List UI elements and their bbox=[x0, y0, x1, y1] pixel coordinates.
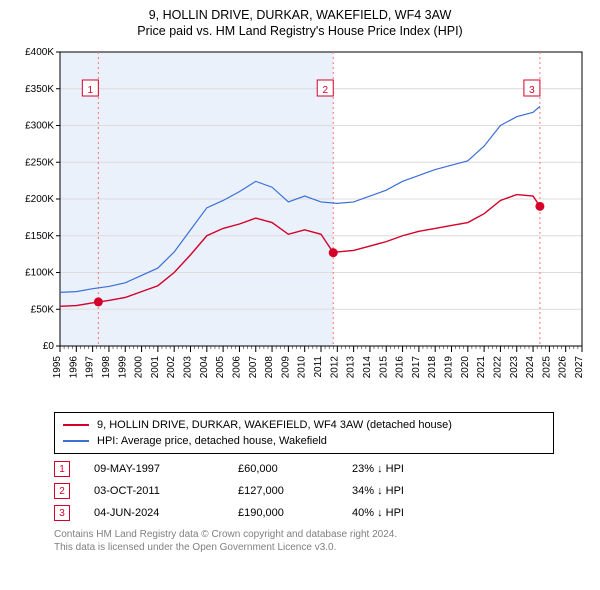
svg-text:1995: 1995 bbox=[52, 356, 63, 379]
svg-text:2005: 2005 bbox=[215, 356, 226, 379]
legend-swatch bbox=[63, 424, 89, 426]
svg-text:2015: 2015 bbox=[378, 356, 389, 379]
svg-text:2017: 2017 bbox=[411, 356, 422, 379]
sales-table: 1 09-MAY-1997 £60,000 23% ↓ HPI 2 03-OCT… bbox=[54, 458, 554, 524]
sale-price: £127,000 bbox=[238, 485, 328, 497]
svg-text:2014: 2014 bbox=[362, 356, 373, 379]
svg-text:2011: 2011 bbox=[313, 356, 324, 378]
svg-text:2026: 2026 bbox=[558, 356, 569, 379]
svg-text:£50K: £50K bbox=[31, 304, 55, 315]
svg-text:£0: £0 bbox=[43, 341, 55, 352]
price-chart: £0 £50K £100K £150K £200K £250K £300K £350K £400… bbox=[10, 46, 590, 406]
sale-diff: 34% ↓ HPI bbox=[352, 485, 462, 497]
svg-text:1999: 1999 bbox=[117, 356, 128, 379]
svg-text:£100K: £100K bbox=[25, 268, 54, 279]
svg-text:2002: 2002 bbox=[166, 356, 177, 379]
svg-text:2001: 2001 bbox=[150, 356, 161, 379]
footnote-line: Contains HM Land Registry data © Crown c… bbox=[54, 528, 554, 541]
legend-label: 9, HOLLIN DRIVE, DURKAR, WAKEFIELD, WF4 … bbox=[97, 419, 452, 431]
sale-price: £190,000 bbox=[238, 507, 328, 519]
svg-text:2006: 2006 bbox=[231, 356, 242, 379]
svg-text:3: 3 bbox=[529, 85, 535, 96]
sale-diff: 23% ↓ HPI bbox=[352, 463, 462, 475]
sale-marker-icon: 2 bbox=[54, 483, 70, 499]
sale-date: 03-OCT-2011 bbox=[94, 485, 214, 497]
svg-text:£400K: £400K bbox=[25, 47, 54, 58]
chart-footnote: Contains HM Land Registry data © Crown c… bbox=[54, 528, 554, 554]
svg-text:£250K: £250K bbox=[25, 157, 54, 168]
svg-text:2009: 2009 bbox=[280, 356, 291, 379]
table-row: 3 04-JUN-2024 £190,000 40% ↓ HPI bbox=[54, 502, 554, 524]
sale-marker-icon: 1 bbox=[54, 461, 70, 477]
sale-marker-icon: 3 bbox=[54, 505, 70, 521]
sale-date: 04-JUN-2024 bbox=[94, 507, 214, 519]
svg-text:2004: 2004 bbox=[199, 356, 210, 379]
svg-text:2016: 2016 bbox=[395, 356, 406, 379]
svg-text:2: 2 bbox=[322, 85, 328, 96]
sale-date: 09-MAY-1997 bbox=[94, 463, 214, 475]
chart-title-address: 9, HOLLIN DRIVE, DURKAR, WAKEFIELD, WF4 … bbox=[10, 8, 590, 22]
svg-text:£350K: £350K bbox=[25, 84, 54, 95]
svg-text:2010: 2010 bbox=[297, 356, 308, 379]
sale-price: £60,000 bbox=[238, 463, 328, 475]
legend-label: HPI: Average price, detached house, Wake… bbox=[97, 435, 327, 447]
svg-text:1997: 1997 bbox=[85, 356, 96, 379]
svg-text:1996: 1996 bbox=[68, 356, 79, 379]
legend-item-property: 9, HOLLIN DRIVE, DURKAR, WAKEFIELD, WF4 … bbox=[63, 417, 545, 433]
svg-text:2003: 2003 bbox=[183, 356, 194, 379]
legend-swatch bbox=[63, 440, 89, 442]
svg-text:2022: 2022 bbox=[492, 356, 503, 379]
svg-text:2027: 2027 bbox=[574, 356, 585, 379]
sale-diff: 40% ↓ HPI bbox=[352, 507, 462, 519]
svg-text:2013: 2013 bbox=[346, 356, 357, 379]
svg-text:1998: 1998 bbox=[101, 356, 112, 379]
svg-text:2012: 2012 bbox=[329, 356, 340, 379]
svg-text:2025: 2025 bbox=[541, 356, 552, 379]
svg-text:2020: 2020 bbox=[460, 356, 471, 379]
svg-text:£200K: £200K bbox=[25, 194, 54, 205]
chart-title-subtitle: Price paid vs. HM Land Registry's House … bbox=[10, 24, 590, 38]
chart-legend: 9, HOLLIN DRIVE, DURKAR, WAKEFIELD, WF4 … bbox=[54, 412, 554, 454]
table-row: 1 09-MAY-1997 £60,000 23% ↓ HPI bbox=[54, 458, 554, 480]
footnote-line: This data is licensed under the Open Gov… bbox=[54, 541, 554, 554]
svg-text:2021: 2021 bbox=[476, 356, 487, 379]
svg-text:1: 1 bbox=[88, 85, 94, 96]
svg-text:2008: 2008 bbox=[264, 356, 275, 379]
table-row: 2 03-OCT-2011 £127,000 34% ↓ HPI bbox=[54, 480, 554, 502]
svg-text:2000: 2000 bbox=[134, 356, 145, 379]
svg-text:2023: 2023 bbox=[509, 356, 520, 379]
svg-text:2007: 2007 bbox=[248, 356, 259, 379]
svg-text:2024: 2024 bbox=[525, 356, 536, 379]
svg-text:£150K: £150K bbox=[25, 231, 54, 242]
svg-text:2018: 2018 bbox=[427, 356, 438, 379]
svg-text:2019: 2019 bbox=[444, 356, 455, 379]
legend-item-hpi: HPI: Average price, detached house, Wake… bbox=[63, 433, 545, 449]
svg-text:£300K: £300K bbox=[25, 121, 54, 132]
